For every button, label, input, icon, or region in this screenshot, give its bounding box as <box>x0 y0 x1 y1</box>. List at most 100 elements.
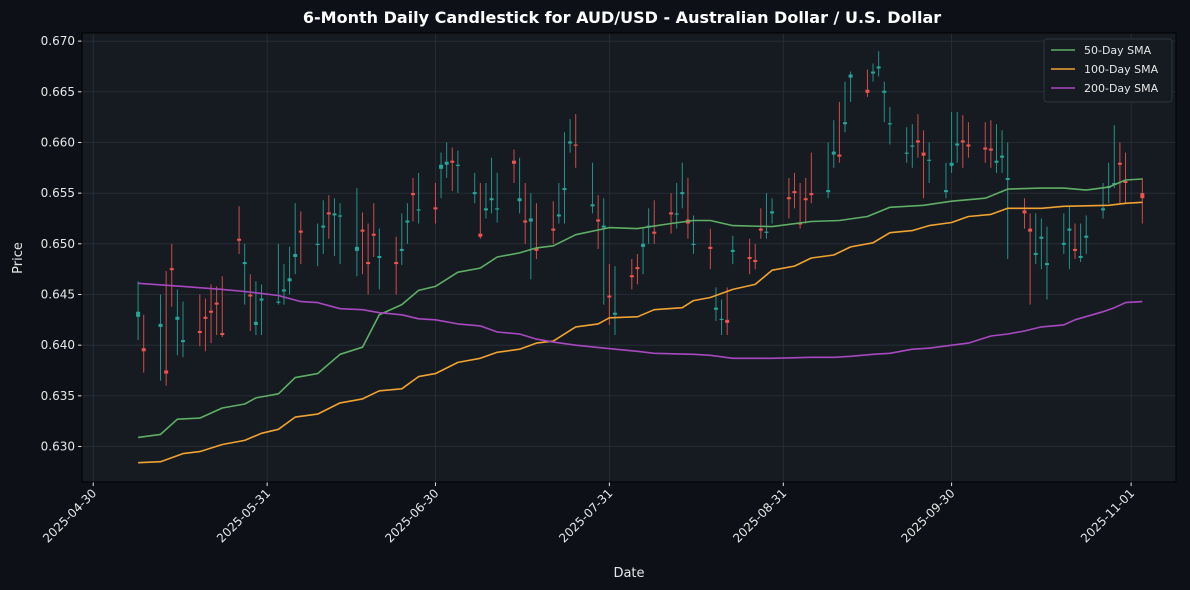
candle-body <box>865 89 870 93</box>
candle-body <box>966 144 971 147</box>
candle <box>1078 223 1083 263</box>
candle-body <box>831 151 836 155</box>
candle-body <box>528 218 533 222</box>
candle-body <box>377 255 382 259</box>
candle-body <box>764 231 769 233</box>
candle-body <box>444 161 449 165</box>
candle-body <box>758 228 763 231</box>
candle-body <box>489 198 494 201</box>
candle-body <box>281 289 286 292</box>
candle-body <box>691 243 696 246</box>
candle-body <box>1101 208 1106 211</box>
candle-body <box>590 204 595 207</box>
candle-body <box>472 192 477 195</box>
y-tick-label: 0.650 <box>41 237 75 251</box>
candle <box>489 157 494 214</box>
candle-body <box>747 256 752 260</box>
candle-body <box>562 188 567 191</box>
candle-body <box>1067 228 1072 231</box>
candle-body <box>175 316 180 320</box>
candle <box>253 281 258 336</box>
candle-body <box>596 219 601 222</box>
sma-lines <box>137 178 1143 464</box>
y-tick-label: 0.635 <box>41 389 75 403</box>
plot-frame <box>81 32 1177 483</box>
candle-body <box>366 262 371 265</box>
candle <box>747 238 752 275</box>
candle <box>949 112 954 173</box>
candle <box>882 81 887 123</box>
candle <box>1028 213 1033 305</box>
candle <box>164 271 169 386</box>
candle <box>708 228 713 270</box>
candle <box>994 124 999 173</box>
y-axis-label: Price <box>11 242 26 274</box>
candle <box>1140 177 1145 224</box>
x-tick-label: 2025-06-30 <box>382 486 441 545</box>
candle <box>837 101 842 163</box>
candle-body <box>338 215 343 217</box>
candle <box>136 281 141 341</box>
legend: 50-Day SMA 100-Day SMA 200-Day SMA <box>1043 38 1173 103</box>
candle <box>298 211 303 265</box>
candle <box>293 203 298 275</box>
candle-body <box>770 211 775 214</box>
candle <box>455 150 460 194</box>
candle-body <box>753 260 758 263</box>
candle <box>876 51 881 77</box>
candle-body <box>680 192 685 195</box>
candle-body <box>842 122 847 125</box>
y-tick-label: 0.645 <box>41 287 75 301</box>
candle-body <box>674 213 679 215</box>
candle <box>1022 198 1027 229</box>
y-tick-label: 0.665 <box>41 85 75 99</box>
candle-body <box>354 246 359 251</box>
candle-body <box>180 340 185 343</box>
candle <box>416 172 421 224</box>
candle <box>927 142 932 184</box>
candle-body <box>287 278 292 282</box>
candle <box>596 195 601 249</box>
candle <box>511 149 516 184</box>
candle <box>960 115 965 168</box>
candle-body <box>848 74 853 78</box>
candle-body <box>1044 263 1049 266</box>
candle <box>1084 215 1089 254</box>
candle-body <box>983 147 988 150</box>
candle-body <box>652 231 657 234</box>
sma-line-3 <box>138 282 1143 360</box>
candle <box>753 243 758 270</box>
candle <box>478 183 483 239</box>
candle <box>1101 183 1106 219</box>
candle-body <box>237 238 242 241</box>
candle-body <box>910 145 915 147</box>
candle-body <box>276 301 281 303</box>
candle <box>399 213 404 266</box>
sma-line-1 <box>137 178 1143 439</box>
candle <box>551 201 556 244</box>
candle-body <box>568 141 573 144</box>
candle-body <box>399 248 404 251</box>
candle-body <box>405 220 410 223</box>
candle <box>371 203 376 257</box>
candle <box>641 228 646 275</box>
candle-body <box>708 246 713 249</box>
candle-body <box>209 310 214 313</box>
candle-body <box>394 262 399 265</box>
candle-body <box>1117 162 1122 165</box>
candle <box>141 314 146 373</box>
candle <box>444 142 449 178</box>
candle <box>276 243 281 305</box>
candle-body <box>483 208 488 211</box>
candle <box>966 122 971 158</box>
chart-title: 6-Month Daily Candlestick for AUD/USD - … <box>303 8 941 27</box>
candle <box>955 112 960 163</box>
legend-label: 200-Day SMA <box>1084 82 1159 95</box>
candle <box>366 223 371 295</box>
candle-body <box>136 311 141 317</box>
candle-body <box>730 249 735 252</box>
candle-body <box>433 207 438 210</box>
candle-body <box>612 312 617 315</box>
x-tick-label: 2025-08-31 <box>730 486 789 545</box>
candle-body <box>915 140 920 143</box>
